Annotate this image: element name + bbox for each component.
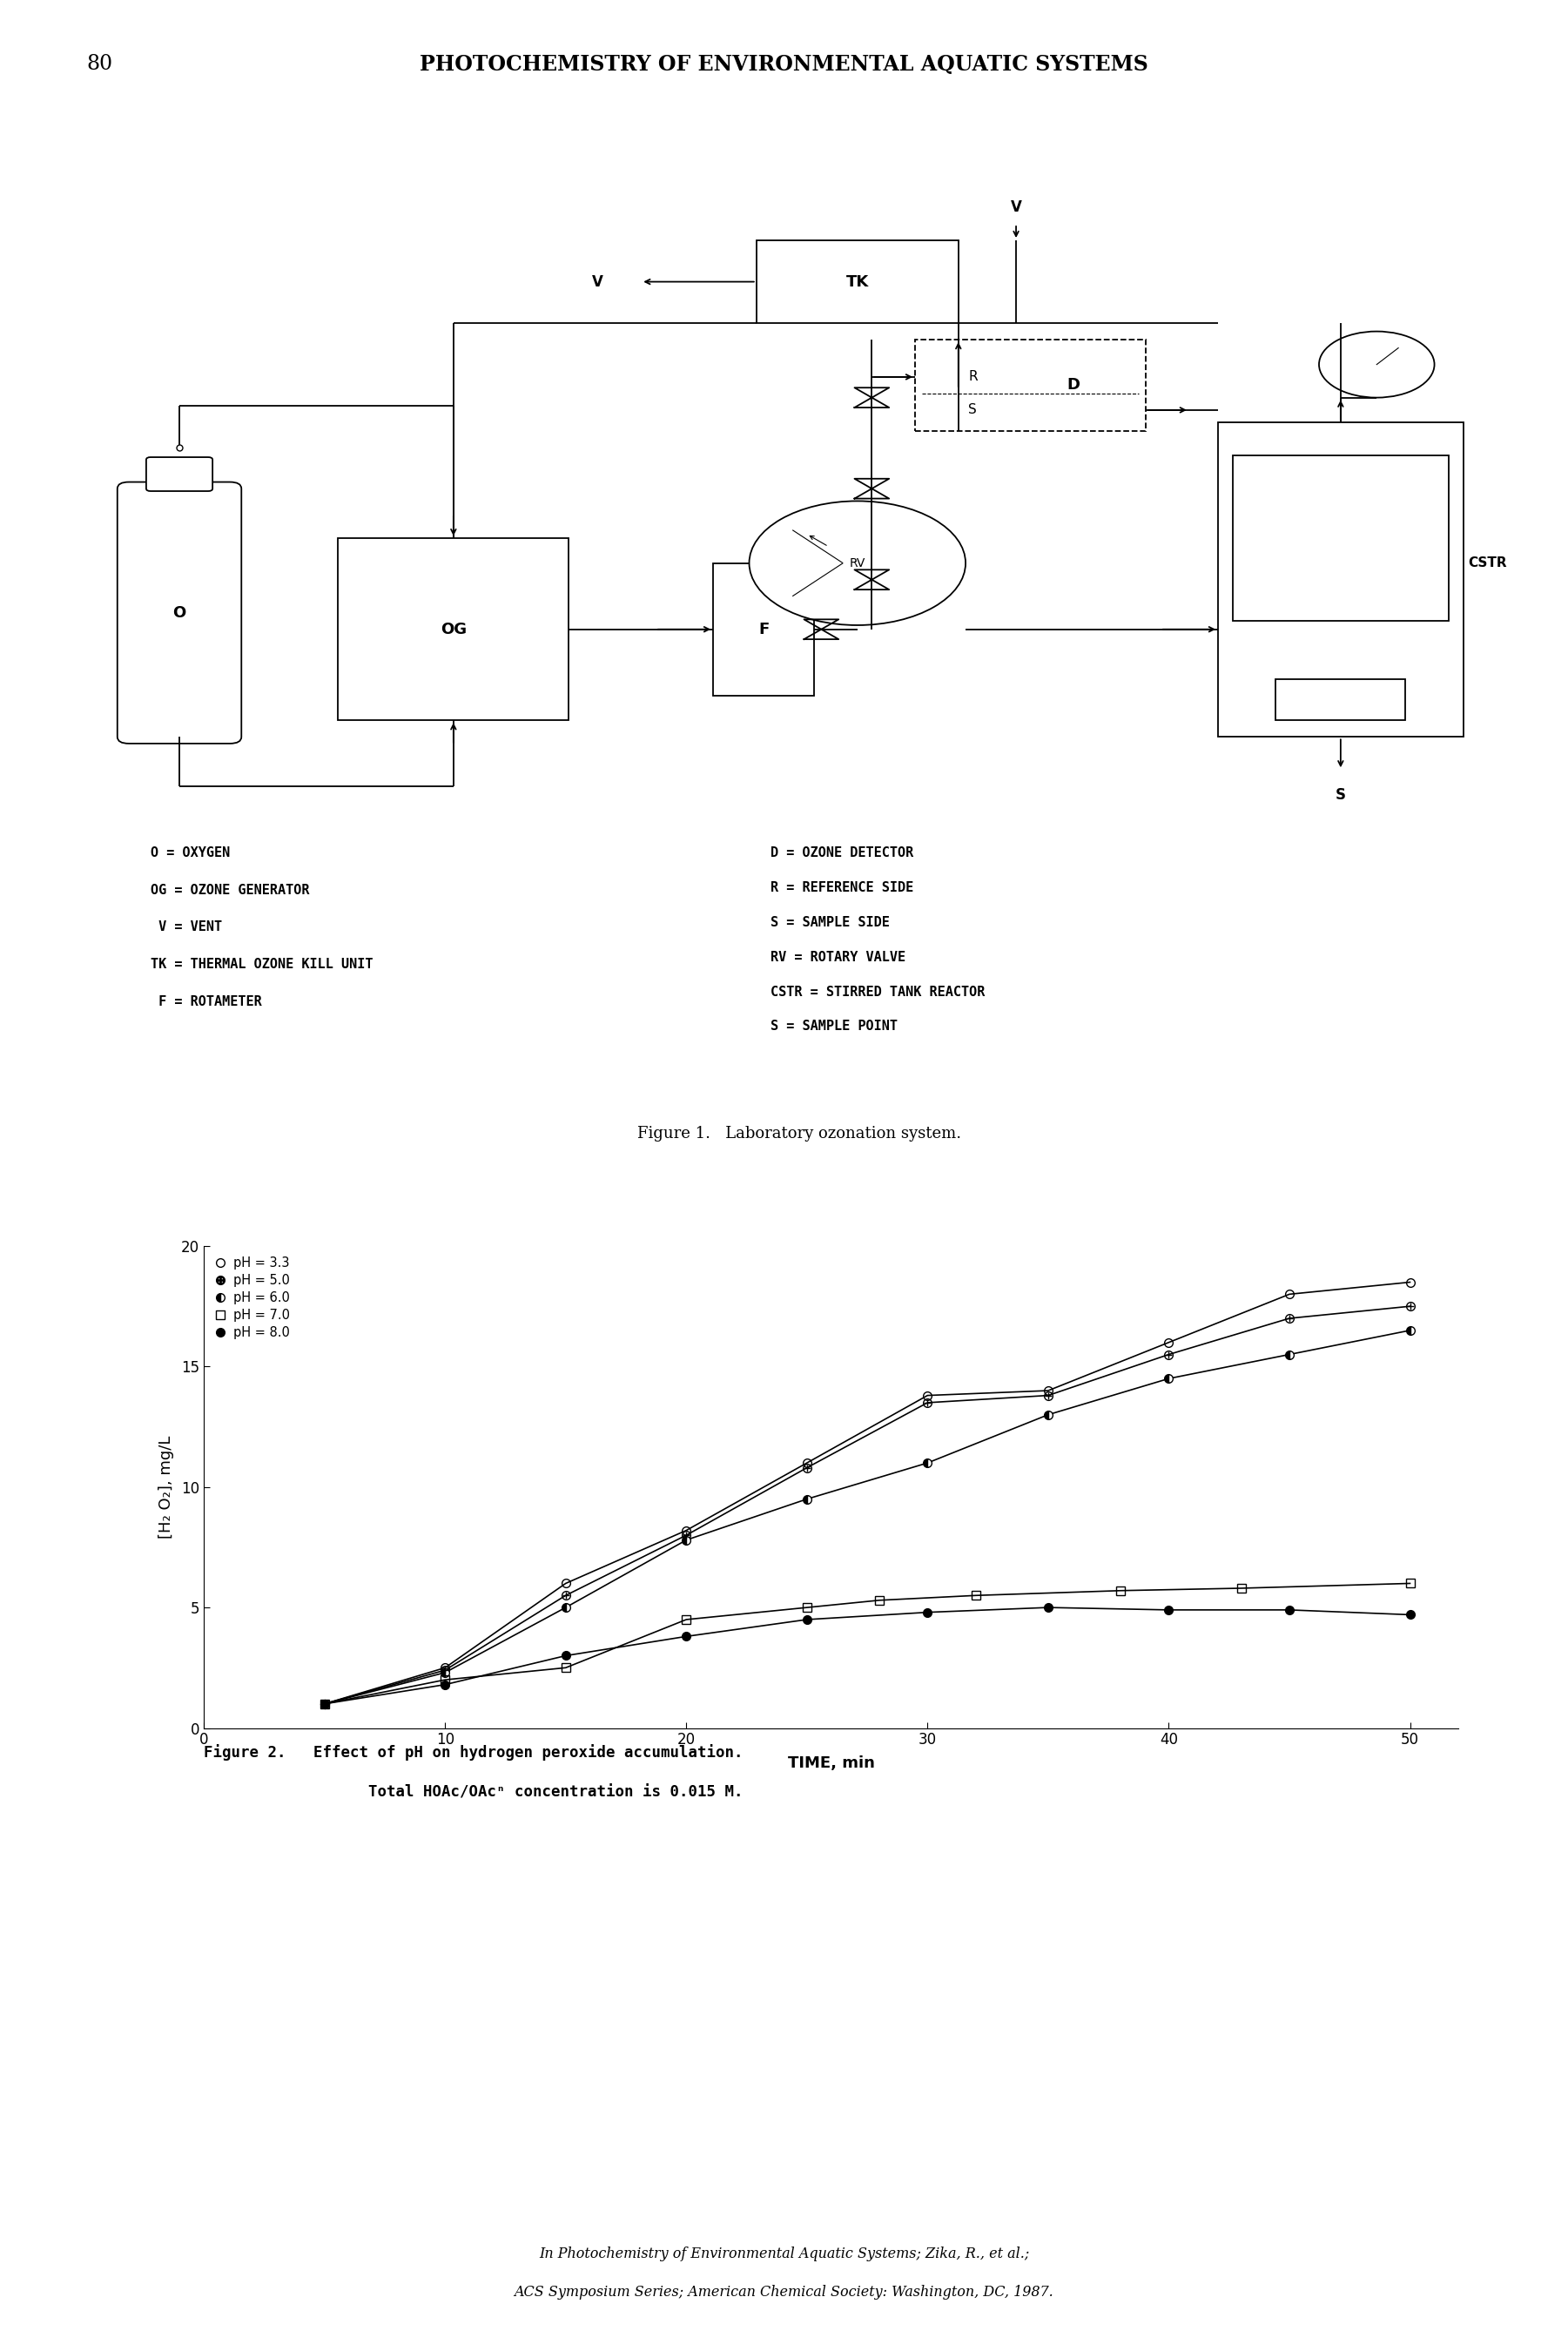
Text: TK: TK <box>847 275 869 289</box>
Text: In Photochemistry of Environmental Aquatic Systems; Zika, R., et al.;: In Photochemistry of Environmental Aquat… <box>539 2248 1029 2262</box>
Text: RV = ROTARY VALVE: RV = ROTARY VALVE <box>771 950 906 964</box>
Text: V: V <box>1010 200 1022 214</box>
X-axis label: TIME, min: TIME, min <box>787 1756 875 1770</box>
FancyBboxPatch shape <box>146 456 213 491</box>
Legend: pH = 3.3, pH = 5.0, pH = 6.0, pH = 7.0, pH = 8.0: pH = 3.3, pH = 5.0, pH = 6.0, pH = 7.0, … <box>210 1253 293 1342</box>
Circle shape <box>1319 331 1435 397</box>
Bar <box>916 339 1146 430</box>
Y-axis label: [H₂ O₂], mg/L: [H₂ O₂], mg/L <box>158 1436 174 1538</box>
Text: RV: RV <box>850 557 866 569</box>
Bar <box>1218 423 1463 736</box>
Text: OG = OZONE GENERATOR: OG = OZONE GENERATOR <box>151 884 309 896</box>
Text: S = SAMPLE SIDE: S = SAMPLE SIDE <box>771 917 891 929</box>
Bar <box>713 564 814 696</box>
Text: D = OZONE DETECTOR: D = OZONE DETECTOR <box>771 846 914 858</box>
Text: 80: 80 <box>86 54 113 75</box>
Text: PHOTOCHEMISTRY OF ENVIRONMENTAL AQUATIC SYSTEMS: PHOTOCHEMISTRY OF ENVIRONMENTAL AQUATIC … <box>420 54 1148 75</box>
Text: Figure 1.   Laboratory ozonation system.: Figure 1. Laboratory ozonation system. <box>638 1126 961 1143</box>
Text: F = ROTAMETER: F = ROTAMETER <box>151 994 262 1009</box>
Text: O = OXYGEN: O = OXYGEN <box>151 846 230 858</box>
Text: S: S <box>969 404 977 416</box>
Text: R = REFERENCE SIDE: R = REFERENCE SIDE <box>771 882 914 893</box>
Text: V: V <box>593 275 604 289</box>
Text: TK = THERMAL OZONE KILL UNIT: TK = THERMAL OZONE KILL UNIT <box>151 957 373 971</box>
Text: OG: OG <box>441 621 467 637</box>
Bar <box>1276 679 1405 719</box>
Text: CSTR = STIRRED TANK REACTOR: CSTR = STIRRED TANK REACTOR <box>771 985 985 999</box>
Text: R: R <box>967 371 977 383</box>
Text: O: O <box>172 604 187 621</box>
Circle shape <box>750 501 966 625</box>
Bar <box>756 240 958 322</box>
Bar <box>339 538 569 719</box>
Text: S = SAMPLE POINT: S = SAMPLE POINT <box>771 1020 898 1032</box>
Text: D: D <box>1068 379 1080 393</box>
Text: Total HOAc/OAcⁿ concentration is 0.015 M.: Total HOAc/OAcⁿ concentration is 0.015 M… <box>368 1784 743 1801</box>
Text: ACS Symposium Series; American Chemical Society: Washington, DC, 1987.: ACS Symposium Series; American Chemical … <box>514 2285 1054 2299</box>
Text: F: F <box>759 621 768 637</box>
FancyBboxPatch shape <box>118 482 241 743</box>
Text: S: S <box>1336 788 1345 802</box>
Bar <box>1232 456 1449 621</box>
Text: Figure 2.   Effect of pH on hydrogen peroxide accumulation.: Figure 2. Effect of pH on hydrogen perox… <box>204 1744 743 1761</box>
Text: V = VENT: V = VENT <box>151 922 223 933</box>
Text: CSTR: CSTR <box>1468 557 1507 569</box>
